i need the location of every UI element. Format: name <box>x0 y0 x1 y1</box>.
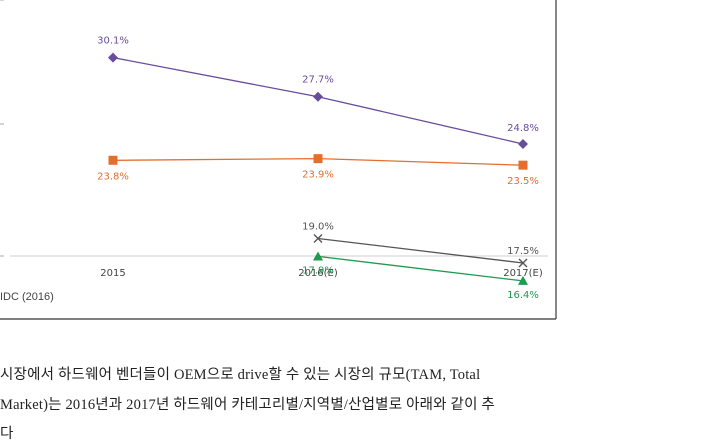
line-chart: 30.1% 27.7% 24.8% 23.8% 23.9% 23.5% 19.0% 17.5%… <box>0 0 557 320</box>
series-2-point-2 <box>313 154 323 164</box>
body-text-line-2: Market)는 2016년과 2017년 하드웨어 카테고리별/지역별/산업별… <box>0 397 495 413</box>
series-3-label-2: 19.0% <box>302 222 334 233</box>
series-1-label-3: 24.8% <box>507 123 539 134</box>
series-4-line <box>317 255 524 282</box>
series-4-label-3: 16.4% <box>507 290 539 301</box>
series-1-label-1: 30.1% <box>97 36 129 47</box>
series-4-point-2 <box>313 251 323 261</box>
series-3-point-2 <box>313 234 323 244</box>
body-text-line-3: 다 <box>0 426 14 442</box>
series-layer <box>108 52 528 285</box>
source-note: IDC (2016) <box>0 291 54 303</box>
x-tick-label-3: 2017(E) <box>503 268 543 279</box>
chart-frame <box>0 0 557 320</box>
series-3-label-3: 17.5% <box>507 246 539 257</box>
series-3-line <box>317 237 524 264</box>
x-tick-label-2: 2016(E) <box>298 268 338 279</box>
x-axis: 2015 2016(E) 2017(E) <box>100 268 543 279</box>
series-1-point-1 <box>108 52 118 63</box>
data-labels: 30.1% 27.7% 24.8% 23.8% 23.9% 23.5% 19.0% 17.5%… <box>97 36 539 301</box>
series-3-point-3 <box>518 258 528 268</box>
body-text-line-1: 시장에서 하드웨어 벤더들이 OEM으로 drive할 수 있는 시장의 규모(… <box>0 367 481 383</box>
series-2-label-3: 23.5% <box>507 176 539 187</box>
series-4-label-2: 17.9% <box>302 265 334 276</box>
series-1-point-2 <box>313 91 323 102</box>
series-2-point-1 <box>108 155 118 165</box>
series-1-point-3 <box>518 138 528 149</box>
series-2-label-1: 23.8% <box>97 171 129 182</box>
series-1-label-2: 27.7% <box>302 75 334 86</box>
series-2-label-2: 23.9% <box>302 170 334 181</box>
series-2-point-3 <box>518 160 528 170</box>
x-tick-label-1: 2015 <box>100 268 125 279</box>
series-4-point-3 <box>518 275 528 285</box>
